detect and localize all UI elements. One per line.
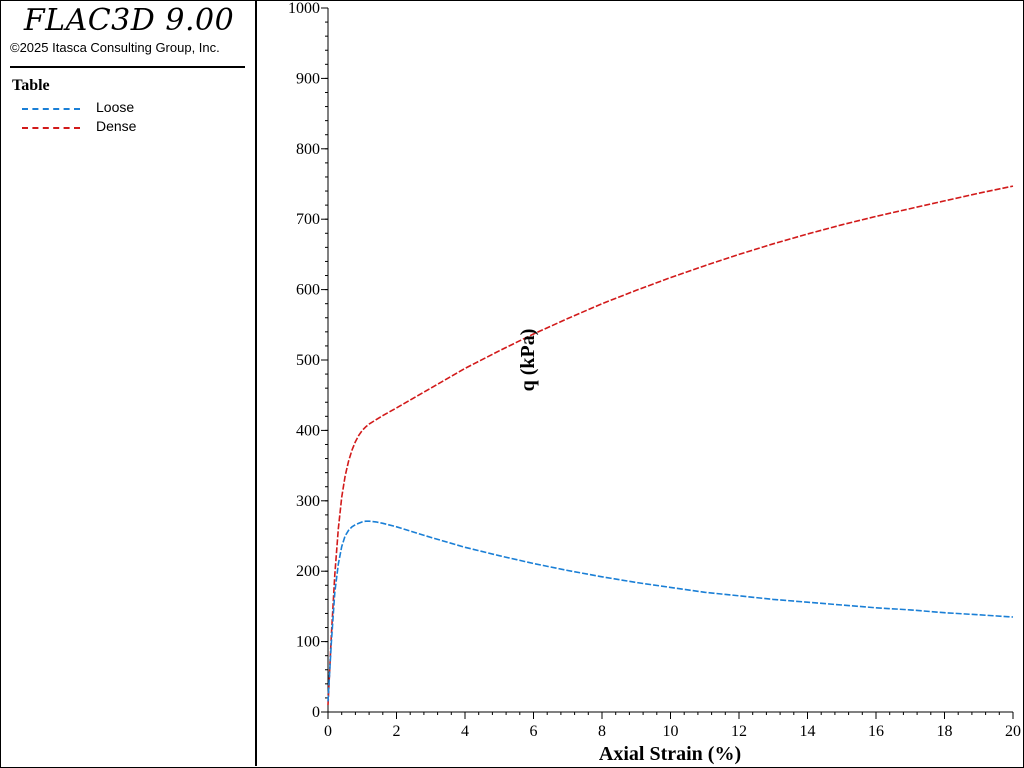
y-tick-label: 100 bbox=[296, 634, 320, 651]
header-divider bbox=[10, 66, 245, 68]
x-tick-label: 8 bbox=[598, 723, 606, 740]
legend-heading: Table bbox=[12, 77, 50, 94]
y-tick-label: 200 bbox=[296, 563, 320, 580]
x-tick-label: 10 bbox=[663, 723, 679, 740]
legend-swatch-loose bbox=[22, 108, 80, 110]
series-layer bbox=[327, 185, 1014, 706]
x-tick-label: 2 bbox=[393, 723, 401, 740]
x-tick-label: 12 bbox=[731, 723, 747, 740]
x-tick-label: 18 bbox=[937, 723, 953, 740]
app-title: FLAC3D 9.00 bbox=[23, 3, 235, 38]
y-tick-label: 900 bbox=[296, 70, 320, 87]
x-tick-label: 16 bbox=[868, 723, 884, 740]
y-tick-label: 1000 bbox=[288, 0, 320, 17]
legend-label-loose: Loose bbox=[96, 99, 135, 115]
series-line-dense bbox=[327, 185, 1014, 706]
y-tick-label: 600 bbox=[296, 282, 320, 299]
x-tick-label: 20 bbox=[1005, 723, 1021, 740]
x-tick-label: 6 bbox=[530, 723, 538, 740]
legend-label-dense: Dense bbox=[96, 118, 137, 134]
axes: 0 2 4 6 8 10 12 14 16 18 2001002003004005006007008… bbox=[288, 0, 1021, 740]
y-tick-label: 800 bbox=[296, 141, 320, 158]
y-axis-title: q (kPa) bbox=[517, 329, 539, 392]
y-tick-label: 300 bbox=[296, 493, 320, 510]
chart: 0 2 4 6 8 10 12 14 16 18 2001002003004005006007008… bbox=[288, 0, 1021, 765]
y-tick-label: 400 bbox=[296, 422, 320, 439]
legend-item-loose: Loose bbox=[22, 99, 222, 117]
legend-swatch-dense bbox=[22, 127, 80, 129]
x-tick-label: 14 bbox=[800, 723, 816, 740]
x-tick-label: 4 bbox=[461, 723, 469, 740]
panel-divider bbox=[255, 0, 257, 766]
legend-panel: FLAC3D 9.00 ©2025 Itasca Consulting Grou… bbox=[0, 0, 255, 766]
y-tick-label: 0 bbox=[312, 704, 320, 721]
y-tick-label: 500 bbox=[296, 352, 320, 369]
legend-item-dense: Dense bbox=[22, 118, 222, 136]
x-tick-label: 0 bbox=[324, 723, 332, 740]
copyright-text: ©2025 Itasca Consulting Group, Inc. bbox=[10, 40, 220, 55]
x-axis-title: Axial Strain (%) bbox=[599, 743, 741, 765]
y-tick-label: 700 bbox=[296, 211, 320, 228]
series-line-loose bbox=[327, 520, 1014, 702]
